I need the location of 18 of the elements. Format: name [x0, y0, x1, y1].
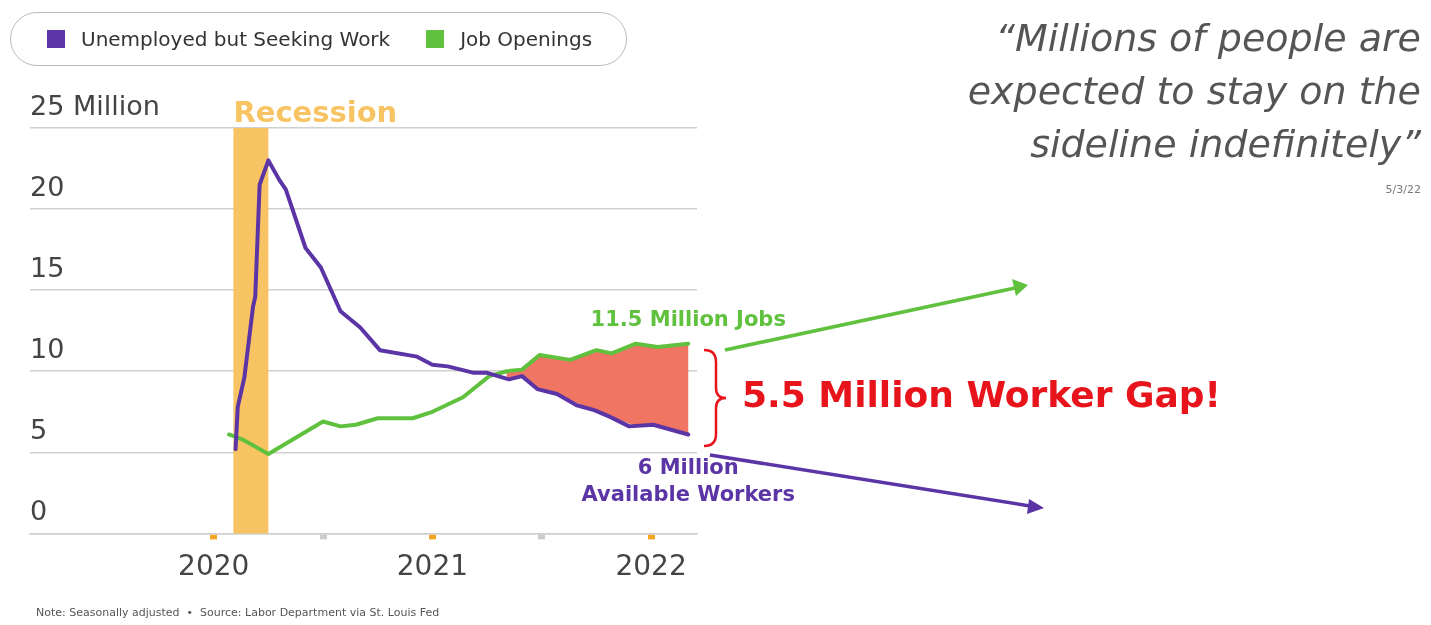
y-tick-label: 10 [30, 333, 65, 365]
legend-label: Job Openings [460, 27, 593, 51]
x-tick-label: 2022 [615, 549, 687, 583]
y-tick-label: 25 Million [30, 90, 160, 122]
text: “Millions of people are expected to stay on the sideline indefinitely” [966, 15, 1421, 168]
x-tick-label: 2021 [396, 549, 469, 583]
band-label: Recession [233, 95, 398, 129]
annotation: 6 Million Available Workers [581, 455, 795, 507]
legend-label: Unemployed but Seeking Work [81, 27, 391, 51]
text: Note: Seasonally adjusted • Source: Labor Department via St. Louis Fed [36, 606, 440, 619]
annotation: 11.5 Million Jobs [590, 306, 786, 331]
y-tick-label: 15 [30, 252, 65, 284]
text: 5.5 Million Worker Gap! [742, 374, 1222, 416]
y-tick-label: 20 [30, 171, 65, 203]
y-tick-label: 5 [30, 414, 48, 446]
x-tick-label: 2020 [178, 549, 250, 583]
text: 5/3/22 [1385, 183, 1421, 196]
y-tick-label: 0 [30, 495, 48, 527]
